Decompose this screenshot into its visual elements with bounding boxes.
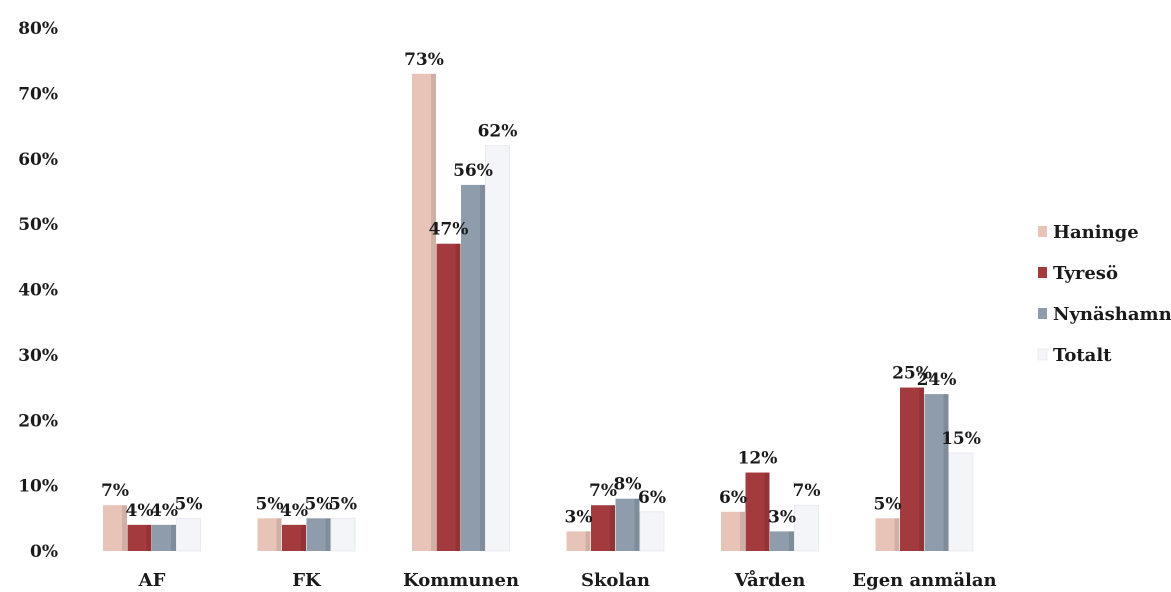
bar-totalt-3 bbox=[639, 511, 665, 552]
data-label: 25% bbox=[892, 364, 932, 384]
data-label: 62% bbox=[478, 122, 518, 142]
legend-swatch-haninge bbox=[1038, 226, 1047, 237]
legend-label-tyresö: Tyresö bbox=[1053, 263, 1118, 284]
data-label: 5% bbox=[305, 494, 333, 514]
bar-tyresö-0 bbox=[127, 524, 152, 551]
bar-tyresö-4 bbox=[745, 472, 770, 551]
bar-totalt-2 bbox=[485, 145, 510, 552]
bar-shade bbox=[455, 243, 461, 552]
bar-nynäshamn-5 bbox=[924, 394, 949, 551]
bar-shade bbox=[276, 518, 282, 551]
bar-shade bbox=[431, 73, 436, 551]
data-label: 3% bbox=[768, 507, 796, 527]
bar-nynäshamn-3 bbox=[615, 498, 640, 551]
x-tick-label: Kommunen bbox=[403, 570, 519, 591]
legend-label-haninge: Haninge bbox=[1053, 222, 1139, 243]
legend-swatch-totalt bbox=[1037, 348, 1048, 361]
y-tick-label: 70% bbox=[18, 84, 58, 104]
bar-tyresö-3 bbox=[591, 505, 615, 551]
x-tick-label: AF bbox=[138, 570, 166, 591]
data-label: 47% bbox=[429, 220, 469, 240]
x-tick-label: Egen anmälan bbox=[852, 570, 996, 591]
data-label: 24% bbox=[917, 370, 957, 390]
data-label: 15% bbox=[941, 429, 981, 449]
y-axis: 0% 10% 20% 30% 40% 50% 60% 70% 80% bbox=[18, 19, 58, 562]
x-tick-label: Skolan bbox=[581, 570, 650, 591]
bar-nynäshamn-4 bbox=[770, 531, 794, 551]
bar-shade bbox=[943, 394, 949, 551]
bar-nynäshamn-1 bbox=[306, 518, 331, 551]
data-label: 7% bbox=[793, 481, 821, 501]
bar-haninge-5 bbox=[875, 518, 900, 551]
y-tick-label: 0% bbox=[30, 542, 58, 562]
bar-tyresö-5 bbox=[900, 387, 924, 551]
x-tick-label: Vården bbox=[734, 568, 806, 591]
data-label: 8% bbox=[614, 475, 642, 495]
bar-shade bbox=[789, 531, 794, 551]
data-label: 4% bbox=[280, 501, 308, 521]
bar-shade bbox=[634, 498, 640, 551]
legend-label-nynäshamn: Nynäshamn bbox=[1053, 304, 1171, 325]
bar-shade bbox=[171, 524, 176, 551]
y-tick-label: 20% bbox=[18, 411, 58, 431]
y-tick-label: 10% bbox=[18, 477, 58, 497]
bar-shade bbox=[480, 184, 485, 551]
bar-haninge-1 bbox=[257, 518, 282, 551]
legend: Haninge Tyresö Nynäshamn Totalt bbox=[1037, 222, 1171, 366]
data-label: 5% bbox=[874, 494, 902, 514]
bar-tyresö-1 bbox=[282, 524, 306, 551]
data-label: 5% bbox=[329, 494, 357, 514]
bar-nynäshamn-0 bbox=[152, 524, 176, 551]
data-labels: 7%4%4%5% 5%4%5%5%73%47%56%62%3%7%8%6% 6%12… bbox=[101, 50, 981, 528]
bar-shade bbox=[301, 524, 306, 551]
bar-shade bbox=[325, 518, 331, 551]
data-label: 12% bbox=[738, 449, 778, 469]
legend-swatch-tyresö bbox=[1038, 267, 1047, 278]
bar-shade bbox=[610, 505, 615, 551]
y-tick-label: 40% bbox=[18, 281, 58, 301]
data-label: 7% bbox=[101, 481, 129, 501]
bar-shade bbox=[894, 518, 900, 551]
data-label: 4% bbox=[126, 501, 154, 521]
bar-tyresö-2 bbox=[436, 243, 461, 552]
y-tick-label: 60% bbox=[18, 150, 58, 170]
bar-totalt-4 bbox=[794, 504, 819, 552]
data-label: 3% bbox=[565, 507, 593, 527]
bar-shade bbox=[122, 505, 127, 551]
y-tick-label: 30% bbox=[18, 346, 58, 366]
bar-haninge-2 bbox=[412, 73, 436, 551]
bar-totalt-0 bbox=[176, 517, 201, 552]
data-label: 6% bbox=[719, 488, 747, 508]
legend-label-totalt: Totalt bbox=[1053, 345, 1112, 366]
data-label: 7% bbox=[589, 481, 617, 501]
data-label: 5% bbox=[256, 494, 284, 514]
data-label: 4% bbox=[150, 501, 178, 521]
data-label: 6% bbox=[638, 488, 666, 508]
x-axis: AF FK Kommunen Skolan Vården Egen anmälan bbox=[138, 568, 997, 591]
bar-shade bbox=[740, 511, 745, 551]
data-label: 73% bbox=[404, 50, 444, 70]
y-tick-label: 80% bbox=[18, 19, 58, 39]
bar-totalt-5 bbox=[948, 452, 974, 552]
bar-haninge-3 bbox=[566, 531, 591, 551]
bar-nynäshamn-2 bbox=[461, 184, 485, 551]
data-label: 56% bbox=[453, 161, 493, 181]
legend-swatch-nynäshamn bbox=[1038, 308, 1047, 319]
bar-shade bbox=[764, 472, 770, 551]
y-tick-label: 50% bbox=[18, 215, 58, 235]
bars bbox=[103, 73, 974, 552]
bar-haninge-4 bbox=[721, 511, 745, 551]
bar-shade bbox=[585, 531, 591, 551]
bar-shade bbox=[146, 524, 152, 551]
bar-haninge-0 bbox=[103, 505, 127, 551]
x-tick-label: FK bbox=[292, 570, 322, 591]
bar-shade bbox=[919, 387, 924, 551]
bar-totalt-1 bbox=[330, 517, 356, 552]
data-label: 5% bbox=[175, 494, 203, 514]
